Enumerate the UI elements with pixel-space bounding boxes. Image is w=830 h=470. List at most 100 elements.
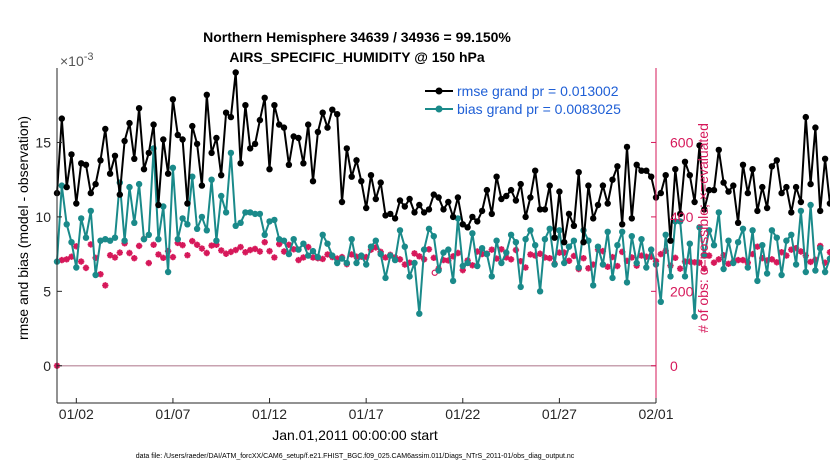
rmse-point [565, 210, 573, 218]
bias-point [295, 246, 302, 253]
obs-count-marker [145, 259, 152, 267]
obs-count-marker [193, 241, 201, 249]
chart-title-line2: AIRS_SPECIFIC_HUMIDITY @ 150 hPa [229, 49, 485, 65]
x-axis-label: Jan.01,2011 00:00:00 start [272, 427, 438, 443]
obs-count-marker [590, 261, 597, 268]
bias-point [440, 249, 447, 256]
x-tick-label: 01/27 [542, 406, 577, 422]
rmse-point [498, 195, 505, 203]
bias-point [638, 236, 645, 243]
bias-point [358, 252, 365, 259]
bias-point [498, 259, 505, 267]
obs-count-marker [522, 264, 529, 271]
bias-point [416, 310, 423, 317]
rmse-point [614, 163, 621, 170]
rmse-point [517, 180, 524, 188]
y-left-tick-label: 0 [43, 358, 51, 374]
rmse-point [677, 210, 684, 218]
rmse-point [546, 182, 553, 189]
rmse-point [135, 105, 143, 112]
bias-point [160, 203, 167, 210]
bias-point [783, 237, 790, 244]
rmse-point [189, 122, 196, 130]
bias-point [705, 227, 713, 234]
bias-point [353, 259, 360, 267]
bias-point [773, 234, 780, 241]
rmse-point [454, 194, 462, 201]
bias-point [106, 237, 114, 244]
rmse-point [174, 131, 181, 139]
bias-point [280, 237, 288, 244]
obs-count-marker [686, 258, 694, 265]
rmse-point [218, 172, 225, 179]
obs-count-marker [614, 262, 621, 270]
bias-point [290, 236, 297, 243]
x-tick-label: 02/01 [638, 406, 673, 422]
rmse-point [739, 161, 747, 168]
x-tick-label: 01/07 [155, 406, 190, 422]
rmse-point [334, 111, 341, 118]
rmse-point [155, 201, 162, 209]
bias-point [338, 255, 346, 262]
rmse-point [575, 169, 582, 176]
bias-point [391, 256, 399, 264]
obs-count-marker [116, 249, 123, 256]
obs-count-marker [691, 259, 698, 266]
obs-count-marker [647, 253, 655, 260]
obs-count-marker [425, 246, 433, 253]
rmse-point [696, 142, 703, 149]
bias-point [667, 273, 674, 280]
obs-count-marker [474, 248, 481, 255]
rmse-point [363, 204, 370, 212]
bias-point [78, 215, 85, 222]
bias-point [469, 230, 476, 237]
bias-point [561, 259, 568, 267]
obs-count-marker [561, 249, 568, 256]
rmse-point [807, 180, 814, 188]
rmse-point [396, 197, 404, 204]
obs-count-marker [68, 253, 75, 260]
rmse-point [193, 140, 201, 148]
y-left-tick-label: 15 [35, 134, 51, 150]
obs-count-marker [261, 239, 268, 246]
obs-count-marker [106, 252, 114, 259]
obs-count-marker [174, 239, 181, 247]
y-left-tick-label: 10 [35, 209, 51, 225]
rmse-point [734, 219, 742, 226]
rmse-point [329, 106, 336, 113]
rmse-point [478, 207, 486, 215]
rmse-point [715, 146, 722, 154]
obs-count-marker [242, 249, 249, 256]
bias-point [363, 261, 370, 268]
bias-point [507, 231, 515, 238]
bias-point [493, 237, 500, 244]
rmse-point [522, 213, 529, 221]
bias-point [474, 262, 481, 270]
bias-point [382, 274, 389, 282]
bias-point [599, 261, 607, 268]
bias-point [570, 237, 578, 244]
obs-count-marker [478, 250, 486, 258]
rmse-point [184, 200, 191, 207]
rmse-point [609, 176, 616, 183]
bias-point [73, 264, 80, 271]
obs-count-marker [251, 245, 259, 253]
bias-point [111, 234, 119, 241]
rmse-point [705, 186, 713, 194]
obs-count-marker [198, 245, 206, 252]
rmse-point [667, 237, 674, 244]
bias-point [715, 209, 722, 216]
bias-point [556, 227, 563, 234]
obs-count-marker [517, 257, 524, 265]
obs-count-marker [237, 243, 244, 251]
obs-count-marker [797, 248, 805, 255]
obs-count-marker [725, 260, 732, 267]
obs-count-marker [449, 253, 457, 260]
rmse-point [759, 183, 766, 191]
bias-point [720, 265, 727, 273]
bias-point [329, 252, 336, 259]
bias-point [488, 273, 495, 280]
obs-count-marker [570, 252, 578, 260]
obs-count-marker [232, 246, 239, 254]
rmse-point [662, 172, 669, 179]
